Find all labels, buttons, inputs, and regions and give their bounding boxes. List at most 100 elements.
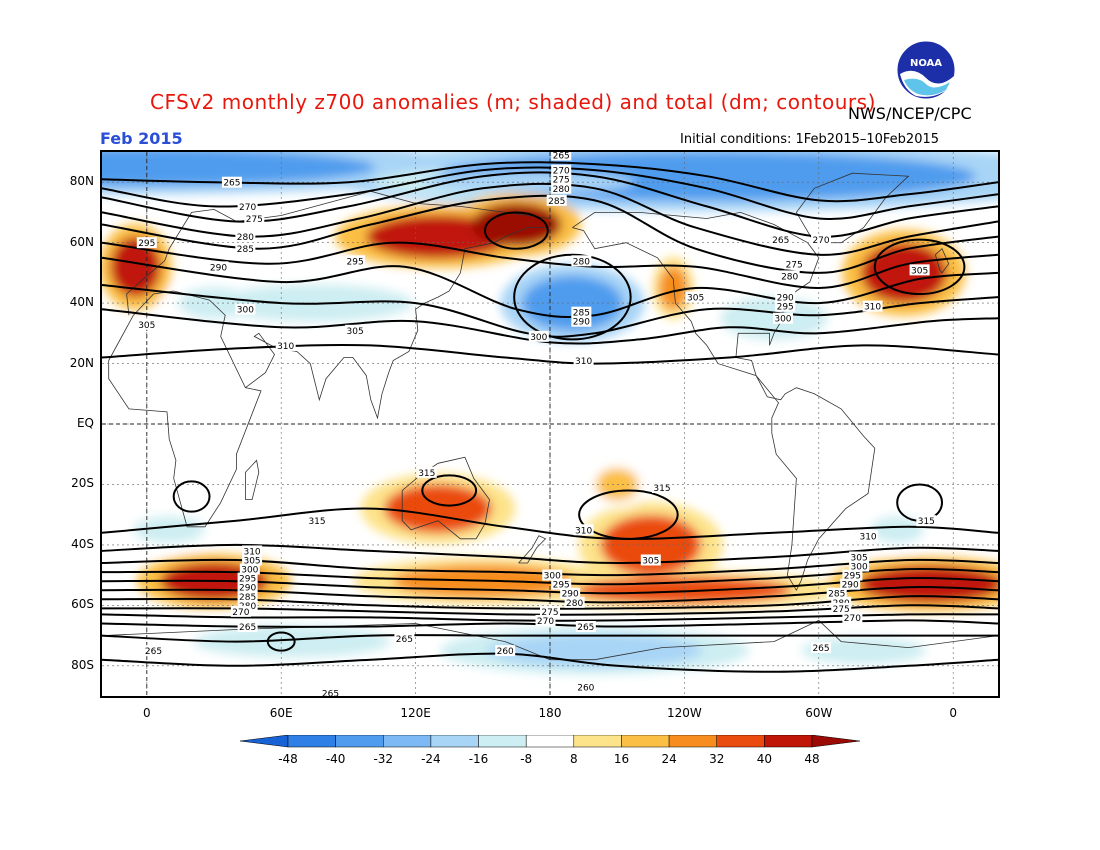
contour-label-text: 315 [308,517,325,527]
anomaly-core [859,565,998,604]
closed-contour [578,489,679,540]
latitude-label: 80S [71,657,94,672]
contour-label-text: 265 [812,644,829,654]
colorbar-swatch [239,734,289,748]
contour-label-text: 300 [544,572,561,582]
contour-label-text: 305 [911,266,928,276]
longitude-label: 180 [538,706,562,720]
contour-label: 315 [916,515,937,527]
contour-label-text: 260 [577,683,594,693]
contour-label: 270 [230,605,251,618]
contour-label: 295 [842,569,863,582]
contour-label: 275 [540,605,560,618]
colorbar-swatch [764,734,813,748]
contour-label-text: 305 [347,327,364,337]
closed-contour [873,238,966,296]
colorbar-label: 40 [756,752,772,766]
contour-label: 305 [242,554,263,567]
height-contours [102,161,998,673]
contour-label: 305 [685,291,706,304]
contour-label-text: 265 [772,236,789,246]
contour-label-text: 310 [859,532,876,542]
colorbar-swatch [335,734,384,748]
contour-label-text: 295 [239,575,256,585]
contour-label-text: 295 [777,303,794,313]
contour-label: 285 [237,590,258,603]
contour-label-text: 270 [844,614,861,624]
contour-label-text: 285 [237,245,254,255]
contour-label: 310 [862,300,883,313]
latitude-label: 60S [71,597,94,612]
colorbar-label: 32 [709,752,725,766]
longitude-label: 0 [949,706,957,720]
anomaly-core [487,634,703,667]
closed-contour [172,480,211,513]
contour-label-text: 285 [548,197,565,207]
contour-line [102,308,998,345]
contour-line [102,182,998,256]
month-label: Feb 2015 [100,129,183,148]
longitude-label: 60W [805,706,833,720]
colorbar-label: -24 [421,752,441,766]
contour-label-text: 295 [138,239,155,249]
contour-line [102,161,998,203]
contour-label-text: 295 [553,581,570,591]
anomaly-core [110,236,161,297]
contour-label: 270 [811,234,832,246]
contour-label: 300 [235,303,256,316]
contour-label: 295 [345,255,366,267]
contour-label-text: 280 [781,272,798,282]
colorbar-label: -32 [373,752,394,766]
contour-label: 280 [235,231,256,243]
contour-label-text: 315 [418,469,435,479]
anomaly-core [193,625,391,658]
longitude-label: 60E [269,706,293,720]
contour-label-text: 270 [537,617,554,627]
anomaly-core [870,516,925,544]
contour-label: 265 [770,234,791,246]
closed-contour [421,474,478,507]
contour-label-text: 275 [541,608,558,618]
contour-label: 260 [495,645,516,657]
contour-label: 270 [237,200,258,213]
contour-label-text: 290 [573,318,590,328]
contour-label: 315 [416,466,437,479]
colorbar-swatch [716,734,765,748]
contour-label-text: 270 [239,203,256,213]
coastline [245,459,260,500]
contour-label: 290 [237,581,258,594]
contour-label: 275 [551,173,572,186]
latitude-label: 60N [69,234,94,249]
coastline [795,172,910,244]
contour-label: 300 [239,563,260,576]
contour-label: 265 [320,687,341,696]
contour-label-text: 300 [774,315,791,325]
contour-label-text: 275 [553,176,570,186]
colorbar-swatch [668,734,717,748]
coastline [518,535,547,564]
contour-label: 265 [551,152,572,162]
colorbar-swatch [383,734,432,748]
contour-label-text: 265 [577,623,594,633]
contour-label-text: 300 [530,333,547,343]
contour-label: 270 [535,614,556,627]
colorbar-swatch [430,734,479,748]
longitude-label: 120W [667,706,702,720]
contour-label: 285 [571,306,592,319]
colorbar-swatch [525,734,575,748]
contour-label-text: 310 [864,303,881,313]
agency-label: NWS/NCEP/CPC [848,104,972,123]
contour-label-text: 295 [844,572,861,582]
contour-label-text: 300 [851,563,868,573]
contour-label-text: 260 [497,647,514,657]
contour-label-text: 280 [566,599,583,609]
latitude-label: 20S [71,476,94,491]
contour-label-text: 275 [833,605,850,615]
contour-label: 290 [775,291,796,304]
coastline [108,290,262,528]
contour-label-text: 265 [223,179,240,189]
contour-label: 275 [831,602,852,615]
contour-label: 265 [394,633,415,645]
contour-label: 300 [772,312,793,325]
contour-line [102,507,998,540]
